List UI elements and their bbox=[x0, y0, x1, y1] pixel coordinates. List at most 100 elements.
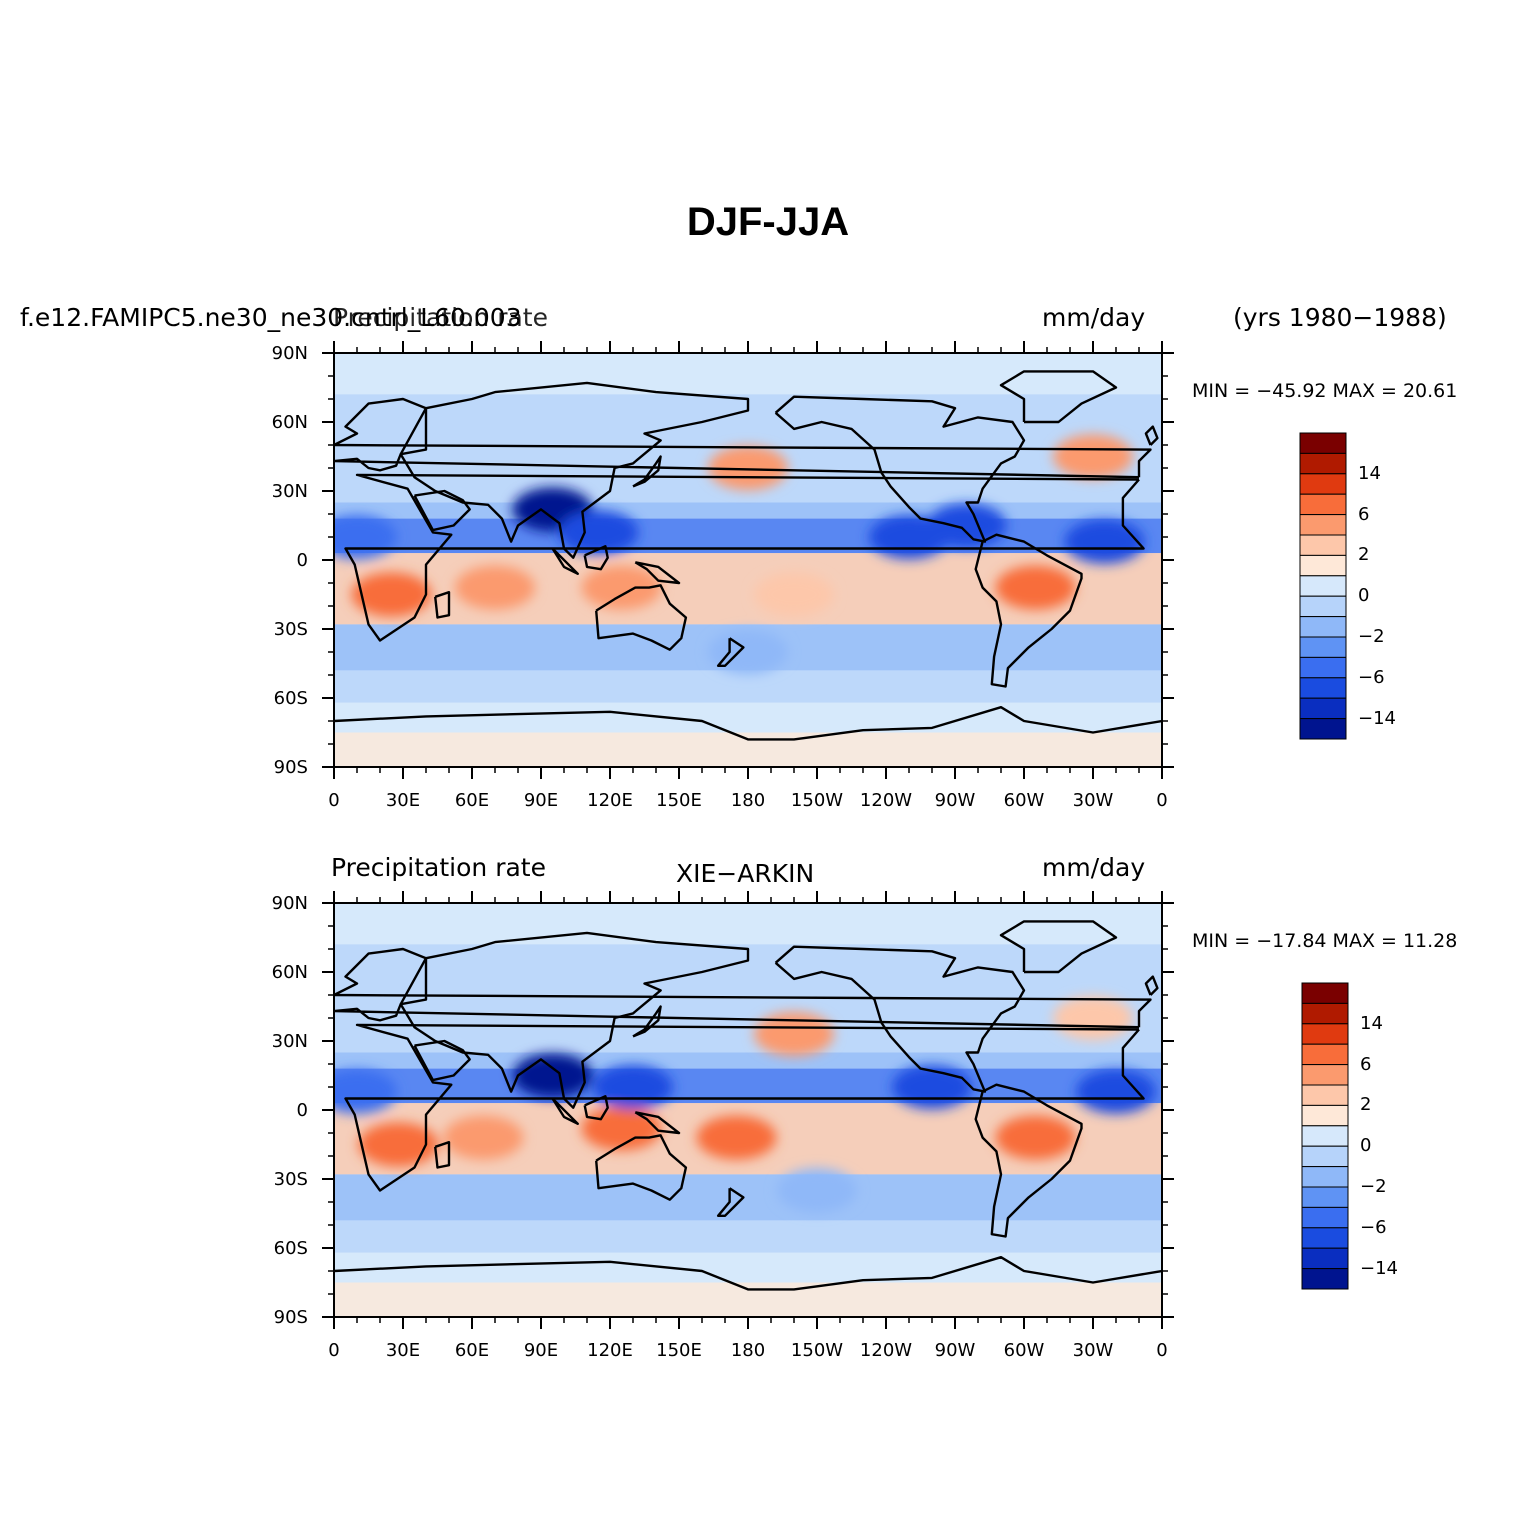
lon-tick-label: 120E bbox=[587, 1340, 633, 1361]
colorbar-box bbox=[1301, 1125, 1349, 1147]
lon-tick-label: 90W bbox=[934, 790, 976, 811]
colorbar-box bbox=[1301, 1023, 1349, 1045]
zonal-band bbox=[334, 670, 1162, 703]
colorbar-label: −6 bbox=[1360, 1216, 1387, 1238]
colorbar-label: 0 bbox=[1358, 585, 1370, 607]
coastline bbox=[595, 584, 688, 651]
lat-tick-label: 0 bbox=[296, 550, 308, 571]
zonal-band bbox=[334, 732, 1162, 767]
anomaly-core bbox=[728, 641, 768, 663]
colorbar-box bbox=[1299, 616, 1347, 638]
lon-tick-label: 60E bbox=[454, 1340, 490, 1361]
lon-tick-label: 30W bbox=[1072, 1340, 1114, 1361]
coastline bbox=[632, 455, 662, 488]
panel1-frame bbox=[322, 341, 1174, 779]
coastline bbox=[595, 1134, 688, 1201]
colorbar-box bbox=[1301, 982, 1349, 1004]
lat-tick-label: 30S bbox=[273, 619, 308, 640]
lon-tick-label: 30W bbox=[1072, 790, 1114, 811]
panel2-left-string: Precipitation rate bbox=[331, 853, 546, 882]
anomaly-core bbox=[613, 1076, 653, 1098]
colorbar-box bbox=[1299, 575, 1347, 597]
lon-tick-label: 120W bbox=[859, 1340, 913, 1361]
coastline bbox=[413, 489, 471, 532]
colorbar-label: 2 bbox=[1358, 544, 1370, 566]
colorbar-box bbox=[1299, 493, 1347, 516]
lat-tick-label: 60N bbox=[271, 412, 308, 433]
lon-tick-label: 90E bbox=[523, 1340, 559, 1361]
lon-tick-label: 60E bbox=[454, 790, 490, 811]
colorbar-box bbox=[1299, 514, 1347, 536]
lat-tick-label: 90S bbox=[273, 1307, 308, 1328]
colorbar-box bbox=[1299, 718, 1347, 740]
zonal-band bbox=[334, 702, 1162, 733]
colorbar-box bbox=[1301, 1247, 1349, 1270]
anomaly-core bbox=[337, 1080, 377, 1103]
coastline bbox=[974, 533, 1083, 688]
colorbar-box bbox=[1299, 656, 1347, 679]
anomaly-core bbox=[578, 521, 619, 544]
panel1-coastlines bbox=[334, 370, 1162, 741]
lat-tick-label: 90S bbox=[273, 757, 308, 778]
coastline bbox=[974, 1083, 1083, 1238]
anomaly-core bbox=[532, 498, 573, 521]
coastline bbox=[434, 1141, 451, 1169]
coastline bbox=[1144, 975, 1159, 996]
lon-tick-label: 0 bbox=[328, 1340, 340, 1361]
anomaly-core bbox=[1015, 576, 1056, 599]
lon-tick-label: 150W bbox=[790, 790, 844, 811]
lat-tick-label: 60S bbox=[273, 1238, 308, 1259]
zonal-band bbox=[334, 1220, 1162, 1253]
colorbar-box bbox=[1301, 1043, 1349, 1066]
colorbar-box bbox=[1299, 595, 1347, 618]
coastline bbox=[716, 1187, 745, 1217]
anomaly-blobs bbox=[334, 434, 1145, 674]
lat-tick-label: 30S bbox=[273, 1169, 308, 1190]
anomaly-core bbox=[1073, 1007, 1113, 1029]
coastline bbox=[344, 473, 1145, 642]
lat-tick-label: 30N bbox=[271, 481, 308, 502]
coastline bbox=[634, 561, 681, 585]
colorbar-label: −14 bbox=[1360, 1257, 1398, 1279]
colorbar-box bbox=[1301, 1145, 1349, 1168]
coastline bbox=[632, 1005, 662, 1038]
anomaly-core bbox=[716, 1126, 757, 1149]
lat-tick-label: 0 bbox=[296, 1100, 308, 1121]
lon-tick-label: 180 bbox=[730, 1340, 766, 1361]
colorbar-box bbox=[1299, 432, 1347, 454]
panel2-min-max: MIN = −17.84 MAX = 11.28 bbox=[1192, 930, 1458, 952]
lon-tick-label: 0 bbox=[1156, 1340, 1168, 1361]
coastline bbox=[434, 591, 451, 619]
colorbar-label: −2 bbox=[1360, 1176, 1387, 1197]
coastline bbox=[999, 370, 1118, 424]
colorbar-label: 6 bbox=[1358, 503, 1370, 525]
panel2-coastlines bbox=[334, 920, 1162, 1291]
coastline bbox=[334, 1256, 1162, 1291]
anomaly-core bbox=[1084, 530, 1125, 553]
anomaly-core bbox=[797, 1179, 837, 1202]
anomaly-core bbox=[1015, 1126, 1056, 1149]
colorbar-box bbox=[1299, 697, 1347, 720]
panel2-units: mm/day bbox=[1042, 853, 1146, 882]
panel2-center-string: XIE−ARKIN bbox=[676, 859, 815, 888]
colorbar-box bbox=[1301, 1268, 1349, 1290]
lon-tick-label: 90W bbox=[934, 1340, 976, 1361]
coastline bbox=[583, 545, 609, 571]
lat-tick-label: 60S bbox=[273, 688, 308, 709]
colorbar-box bbox=[1299, 554, 1347, 577]
anomaly-core bbox=[1096, 1080, 1136, 1103]
anomaly-core bbox=[532, 1064, 573, 1087]
colorbar-box bbox=[1301, 1166, 1349, 1188]
colorbar-box bbox=[1299, 473, 1347, 495]
anomaly-core bbox=[371, 583, 412, 606]
lon-tick-label: 120E bbox=[587, 790, 633, 811]
panel2-map bbox=[334, 903, 1162, 1317]
zonal-band bbox=[334, 1252, 1162, 1283]
zonal-band bbox=[334, 1052, 1162, 1069]
lon-tick-label: 150E bbox=[656, 1340, 702, 1361]
colorbar1 bbox=[1299, 432, 1347, 740]
panel1-min-max: MIN = −45.92 MAX = 20.61 bbox=[1192, 380, 1458, 402]
coastline bbox=[334, 706, 1162, 741]
colorbar2 bbox=[1301, 982, 1349, 1290]
coastline bbox=[551, 547, 579, 575]
